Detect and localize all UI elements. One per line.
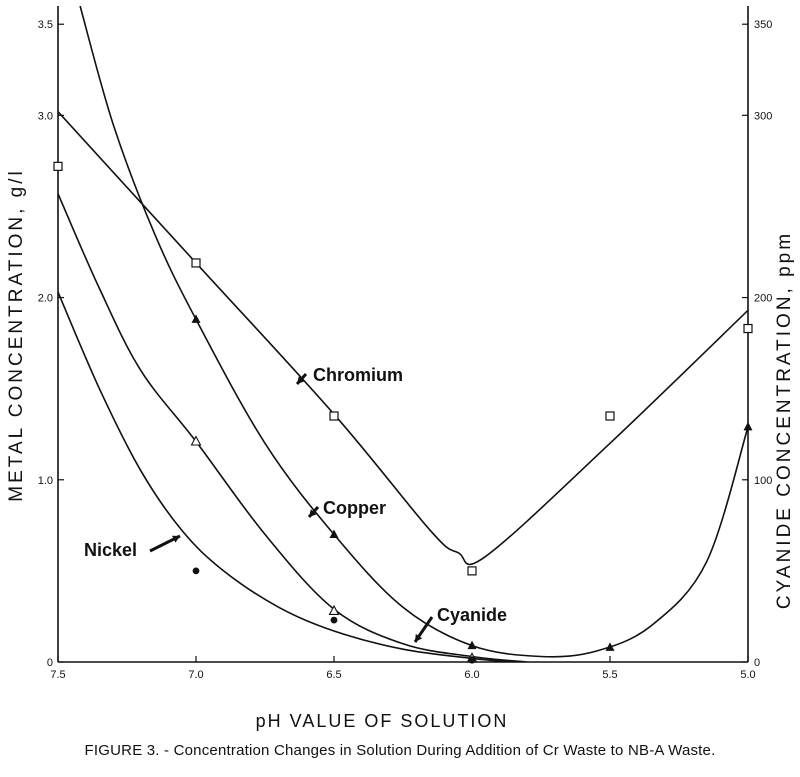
figure-caption: FIGURE 3. - Concentration Changes in Sol…: [84, 742, 716, 759]
series-annotations: Chromium Copper Cyanide Nickel: [84, 365, 507, 643]
y-right-tick-label: 100: [754, 475, 772, 487]
y-axis-label-right: CYANIDE CONCENTRATION, ppm: [774, 231, 795, 609]
nickel-arrowhead: [172, 535, 180, 543]
y-right-tick-label: 350: [754, 19, 772, 31]
y-left-tick-label: 2.0: [38, 293, 53, 305]
y-left-tick-label: 3.0: [38, 110, 53, 122]
plot-frame: [57, 6, 749, 663]
cyanide-point: [190, 435, 202, 446]
y-axis-label-left: METAL CONCENTRATION, g/l: [6, 168, 27, 501]
copper-label: Copper: [323, 498, 386, 518]
copper-curve: [79, 6, 748, 658]
x-tick-label: 5.5: [602, 669, 617, 681]
chromium-point: [605, 411, 615, 421]
y-right-tick-label: 300: [754, 110, 772, 122]
copper-point: [329, 529, 339, 538]
cyanide-curve: [58, 193, 528, 662]
y-right-tick-label: 0: [754, 657, 760, 669]
axis-ticks: 7.5 7.0 6.5 6.0 5.5 5.001.02.03.03.5010020030…: [38, 19, 773, 681]
x-tick-label: 7.0: [188, 669, 203, 681]
chromium-point: [329, 411, 339, 421]
cyanide-point: [328, 604, 340, 616]
x-tick-label: 6.0: [464, 669, 479, 681]
chromium-point: [743, 323, 753, 334]
series-markers: [53, 161, 753, 664]
chromium-label: Chromium: [313, 365, 403, 385]
nickel-point: [330, 616, 338, 624]
x-tick-label: 5.0: [740, 669, 755, 681]
y-left-tick-label: 1.0: [38, 475, 53, 487]
chromium-curve: [58, 111, 748, 566]
cyanide-label: Cyanide: [437, 605, 507, 625]
series-curves: [58, 6, 748, 662]
y-left-tick-label: 0: [47, 657, 53, 669]
nickel-label: Nickel: [84, 540, 137, 560]
y-left-tick-label: 3.5: [38, 19, 53, 31]
chromium-point: [53, 161, 63, 171]
x-axis-label: pH VALUE OF SOLUTION: [256, 711, 509, 731]
y-right-tick-label: 200: [754, 293, 772, 305]
chromium-point: [467, 566, 477, 576]
chromium-point: [191, 258, 201, 268]
copper-point: [605, 642, 615, 651]
x-tick-label: 7.5: [50, 669, 65, 681]
nickel-curve: [58, 291, 514, 662]
chromium-arrowhead: [297, 376, 305, 384]
copper-point: [191, 314, 201, 323]
cyanide-arrowhead: [415, 634, 423, 642]
copper-point: [467, 640, 477, 650]
copper-point: [743, 421, 753, 431]
nickel-point: [192, 567, 200, 575]
x-tick-label: 6.5: [326, 669, 341, 681]
copper-arrowhead: [309, 509, 317, 517]
